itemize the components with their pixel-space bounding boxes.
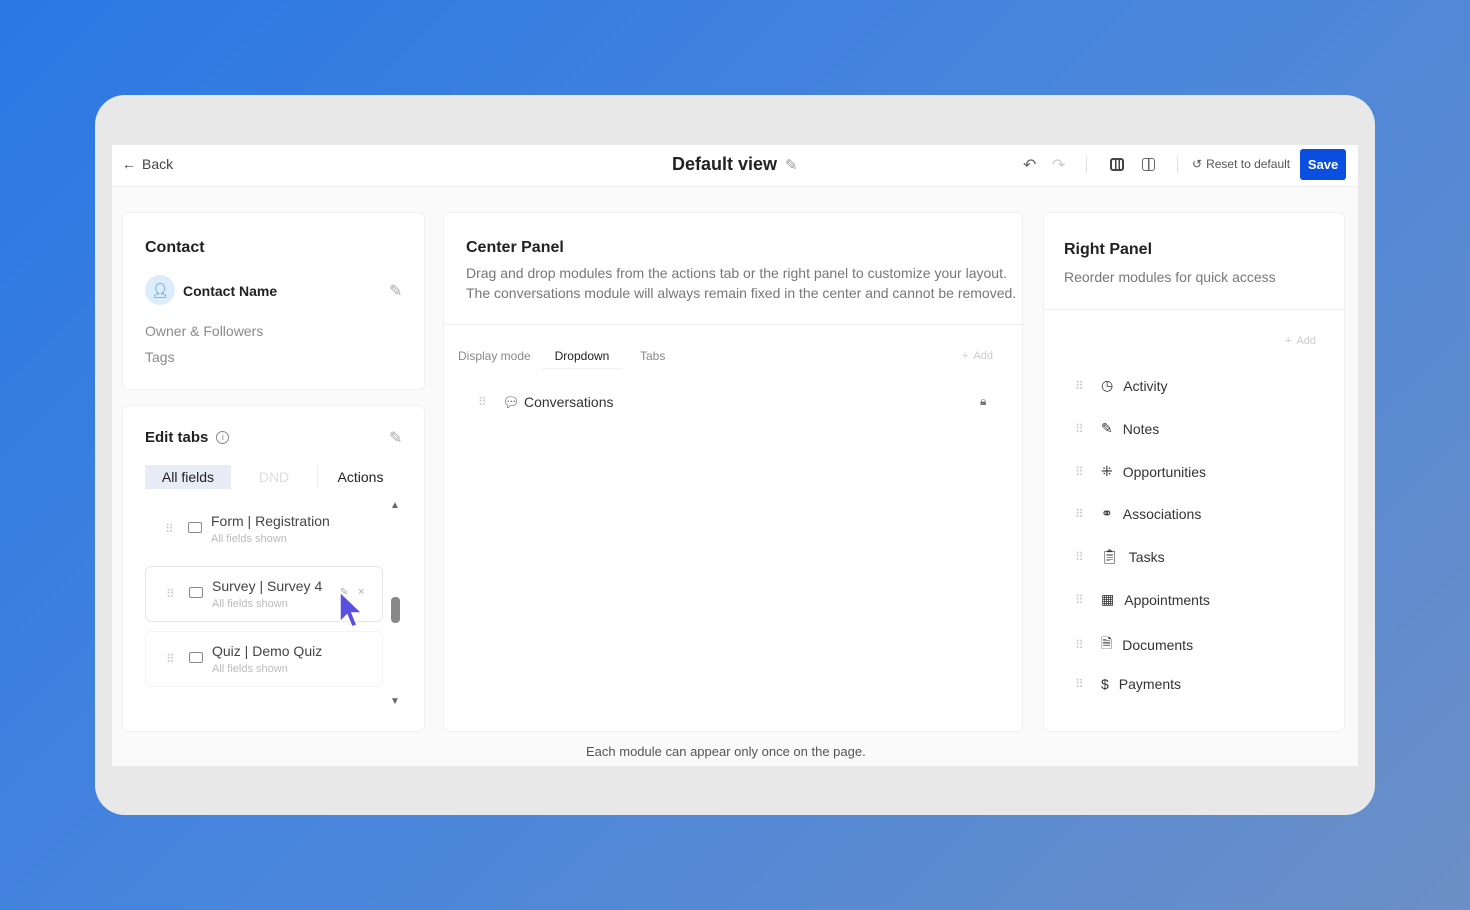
pencil-icon: ✎ xyxy=(1101,420,1113,436)
divider xyxy=(1086,157,1087,173)
drag-handle-icon[interactable]: ⠿ xyxy=(166,587,175,601)
plus-icon: + xyxy=(1285,335,1292,347)
document-icon: 🗎 xyxy=(1101,635,1113,651)
dollar-icon: $ xyxy=(1101,676,1109,692)
remove-item-close-icon[interactable]: × xyxy=(358,586,365,598)
calendar-icon: ▦ xyxy=(1101,591,1115,607)
arrow-left-icon: ← xyxy=(122,156,136,172)
module-notes[interactable]: ⠿ ✎ Notes xyxy=(1075,420,1160,437)
list-item[interactable]: ⠿ Quiz | Demo Quiz All fields shown xyxy=(145,631,383,687)
save-button[interactable]: Save xyxy=(1300,149,1346,180)
drag-handle-icon[interactable]: ⠿ xyxy=(166,652,175,666)
drag-handle-icon[interactable]: ⠿ xyxy=(1075,378,1084,393)
info-icon[interactable]: i xyxy=(216,431,230,444)
contact-field: Tags xyxy=(145,349,175,365)
avatar: 👤︎ xyxy=(145,275,175,305)
back-button[interactable]: ← Back xyxy=(122,156,174,172)
pencil-icon[interactable]: ✎ xyxy=(785,156,798,174)
folder-icon xyxy=(188,522,202,533)
plus-icon: + xyxy=(962,350,969,362)
right-add-button[interactable]: + Add xyxy=(1285,335,1317,347)
lock-icon: 🔒︎ xyxy=(980,394,987,408)
drag-handle-icon[interactable]: ⠿ xyxy=(1075,592,1084,607)
center-panel-description: Drag and drop modules from the actions t… xyxy=(466,265,1007,281)
edit-tabs-segmented: All fields DND Actions xyxy=(145,465,403,489)
center-panel-description: The conversations module will always rem… xyxy=(466,285,1017,301)
folder-icon xyxy=(189,587,203,598)
edit-tabs-pencil-icon[interactable]: ✎ xyxy=(389,430,403,447)
tab-actions[interactable]: Actions xyxy=(317,465,403,489)
redo-icon[interactable]: ↷ xyxy=(1052,157,1066,174)
drag-handle-icon[interactable]: ⠿ xyxy=(165,522,174,536)
drag-handle-icon: ⠿ xyxy=(478,395,487,409)
page-title: Default view ✎ xyxy=(672,154,798,174)
reset-icon: ↺ xyxy=(1192,157,1203,171)
reset-to-default-button[interactable]: ↺ Reset to default xyxy=(1192,157,1291,171)
drag-handle-icon[interactable]: ⠿ xyxy=(1075,506,1084,521)
list-item[interactable]: ⠿ Form | Registration All fields shown xyxy=(165,513,330,545)
grid-icon: ⁜ xyxy=(1101,463,1113,479)
right-panel-description: Reorder modules for quick access xyxy=(1064,269,1276,285)
edit-item-pencil-icon[interactable]: ✎ xyxy=(340,587,349,598)
contact-name: Contact Name xyxy=(183,283,278,299)
module-conversations: Conversations xyxy=(524,394,614,410)
right-panel xyxy=(1043,212,1345,732)
scroll-up-icon[interactable]: ▲ xyxy=(390,500,400,511)
module-documents[interactable]: ⠿ 🗎 Documents xyxy=(1075,633,1193,657)
list-item[interactable]: ⠿ Survey | Survey 4 All fields shown ✎ × xyxy=(145,566,383,622)
module-associations[interactable]: ⠿ ⚭ Associations xyxy=(1075,505,1202,522)
chat-icon: 💬︎ xyxy=(502,394,520,410)
scrollbar-thumb[interactable] xyxy=(391,597,400,623)
module-opportunities[interactable]: ⠿ ⁜ Opportunities xyxy=(1075,463,1207,480)
module-payments[interactable]: ⠿ $ Payments xyxy=(1075,676,1182,692)
display-mode-label: Display mode xyxy=(458,349,531,363)
drag-handle-icon[interactable]: ⠿ xyxy=(1075,421,1084,436)
contact-field: Owner & Followers xyxy=(145,323,264,339)
mouse-cursor-icon xyxy=(339,590,364,628)
drag-handle-icon[interactable]: ⠿ xyxy=(1075,549,1084,564)
tab-dnd[interactable]: DND xyxy=(258,469,290,485)
center-add-button[interactable]: + Add xyxy=(962,350,994,362)
module-tasks[interactable]: ⠿ 📋︎ Tasks xyxy=(1075,548,1165,565)
undo-icon[interactable]: ↶ xyxy=(1023,157,1037,174)
edit-tabs-title: Edit tabs i xyxy=(145,429,230,446)
divider xyxy=(1177,157,1178,173)
drag-handle-icon[interactable]: ⠿ xyxy=(1075,677,1084,691)
network-icon: ⚭ xyxy=(1101,505,1113,521)
module-appointments[interactable]: ⠿ ▦ Appointments xyxy=(1075,591,1210,608)
footer-note: Each module can appear only once on the … xyxy=(586,744,866,759)
divider xyxy=(1043,309,1345,310)
clipboard-icon: 📋︎ xyxy=(1101,548,1119,564)
three-column-layout-icon[interactable] xyxy=(1110,158,1124,171)
contact-card xyxy=(122,212,425,390)
clock-icon: ◷ xyxy=(1101,377,1114,393)
edit-contact-pencil-icon[interactable]: ✎ xyxy=(389,283,403,300)
module-activity[interactable]: ⠿ ◷ Activity xyxy=(1075,377,1168,394)
center-panel-title: Center Panel xyxy=(466,239,564,256)
tab-all-fields[interactable]: All fields xyxy=(145,465,231,489)
drag-handle-icon[interactable]: ⠿ xyxy=(1075,638,1084,652)
contact-title: Contact xyxy=(145,239,205,256)
two-column-layout-icon[interactable] xyxy=(1142,158,1155,171)
scroll-down-icon[interactable]: ▼ xyxy=(390,696,400,707)
right-panel-title: Right Panel xyxy=(1064,241,1153,258)
mode-tabs[interactable]: Tabs xyxy=(640,349,666,363)
divider xyxy=(443,324,1023,325)
drag-handle-icon[interactable]: ⠿ xyxy=(1075,464,1084,479)
mode-dropdown[interactable]: Dropdown xyxy=(542,343,622,369)
folder-icon xyxy=(189,652,203,663)
center-panel xyxy=(443,212,1023,732)
